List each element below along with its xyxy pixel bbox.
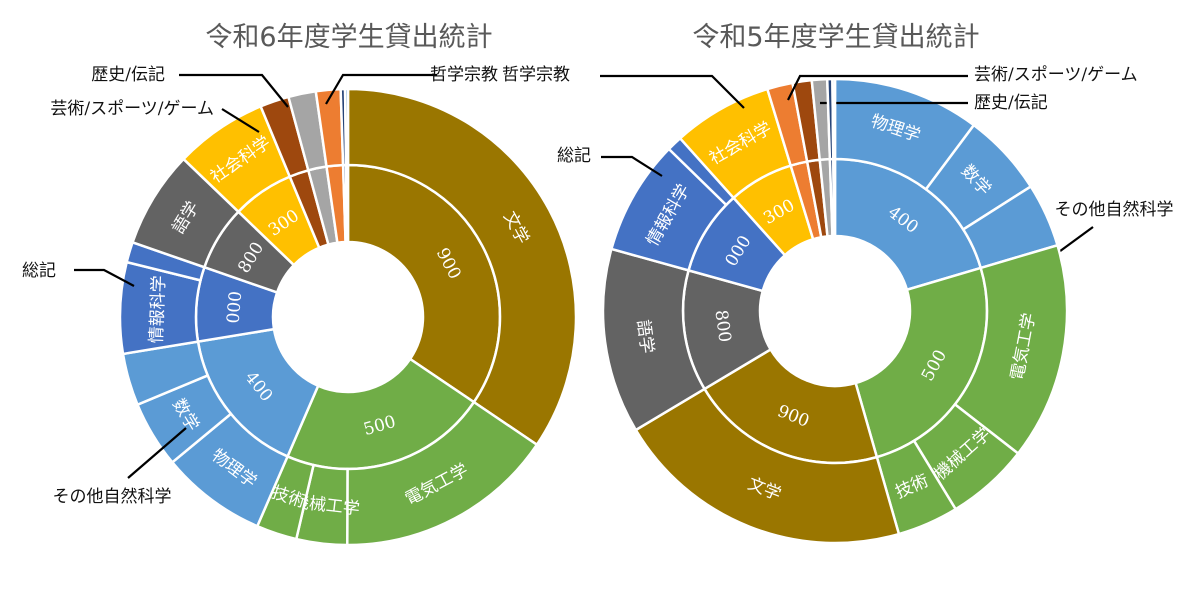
callout-label: その他自然科学 [53,487,172,507]
callout-label: 総記 [557,146,591,166]
sunburst-r6: 900文学500電気工学機械工学技術400物理学数学その他自然科学000情報科学… [22,65,578,547]
callout-label: 総記 [22,261,56,281]
callout-label: 哲学宗教 [430,65,498,85]
leader-line [787,74,968,101]
leader-line [221,108,260,133]
callout-label: その他自然科学 [1055,200,1174,220]
inner-segment-- [344,163,350,244]
callout-label: 歴史/伝記 [974,93,1048,113]
leader-line [325,73,437,105]
leader-line [74,268,135,287]
chart-title-r6: 令和6年度学生貸出統計 [205,22,492,53]
leader-line [179,73,289,108]
callout-label: 哲学宗教 [502,65,570,85]
outer-segment-900-0 [346,87,578,447]
callout-label: 芸術/スポーツ/ゲーム [974,65,1138,85]
inner-label: 800 [710,309,734,344]
leader-line [601,155,663,177]
inner-label: 000 [224,290,247,324]
inner-segment-- [832,157,837,238]
chart-title-r5: 令和5年度学生貸出統計 [692,22,979,53]
callout-label: 芸術/スポーツ/ゲーム [50,99,214,119]
callout-label: 歴史/伝記 [91,65,165,85]
leader-line [600,74,745,109]
outer-label: 情報科学 [147,275,170,344]
outer-segment---0 [831,77,837,161]
outer-segment---0 [343,87,350,167]
outer-label: 語学 [633,318,657,354]
leader-line [127,427,187,479]
